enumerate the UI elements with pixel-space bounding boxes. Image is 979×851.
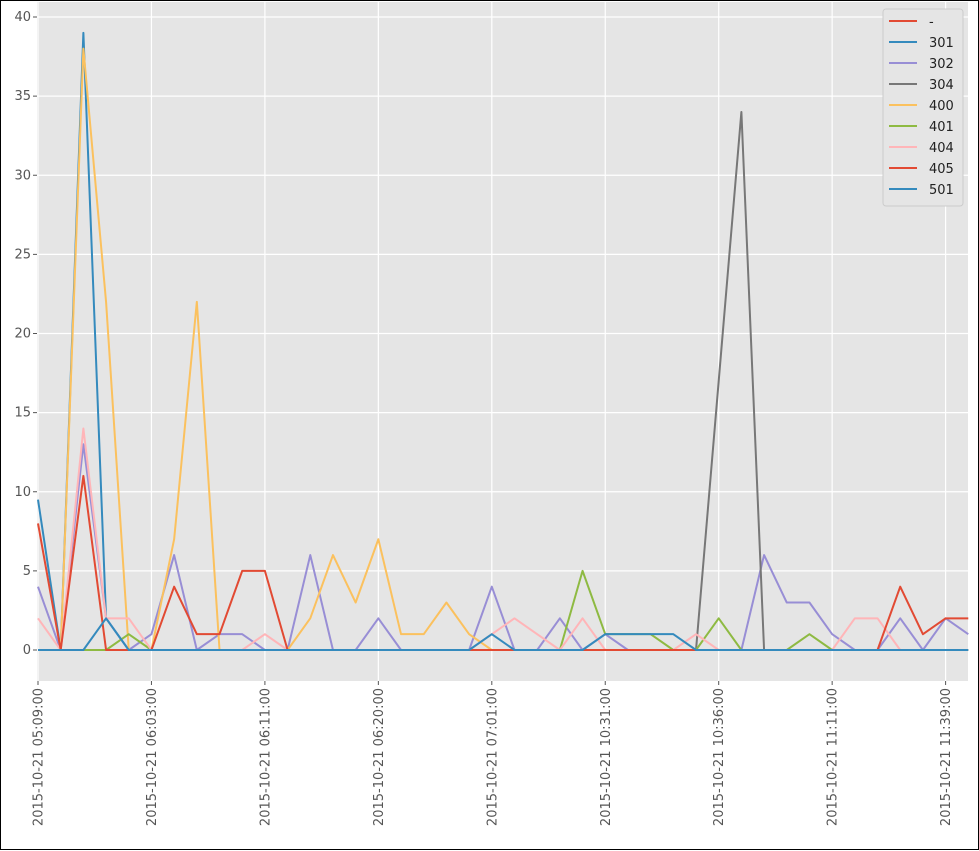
legend-label: - [929, 15, 934, 30]
legend-label: 501 [929, 183, 954, 198]
series-lines [37, 31, 969, 651]
legend-label: 405 [929, 162, 954, 177]
axes: 0 5 10 15 20 25 30 35 40 2015-10-21 05:09:00 2015-… [14, 10, 954, 826]
y-tick-label: 35 [14, 89, 31, 104]
y-tick-label: 25 [14, 247, 31, 262]
grid [37, 2, 968, 681]
y-tick-label: 20 [14, 327, 31, 342]
x-tick-label: 2015-10-21 10:36:00 [712, 688, 727, 826]
legend-label: 404 [929, 141, 954, 156]
y-tick-label: 40 [14, 10, 31, 25]
x-tick-label: 2015-10-21 06:11:00 [258, 688, 273, 826]
x-tick-label: 2015-10-21 10:31:00 [599, 688, 614, 826]
legend-box [882, 8, 964, 207]
legend-label: 304 [929, 78, 954, 93]
x-tick-label: 2015-10-21 11:11:00 [826, 688, 841, 826]
y-tick-label: 0 [23, 643, 31, 658]
legend-label: 400 [929, 99, 954, 114]
legend-label: 401 [929, 120, 954, 135]
x-tick-label: 2015-10-21 06:03:00 [145, 688, 160, 826]
x-tick-label: 2015-10-21 06:20:00 [372, 688, 387, 826]
plot-background [37, 2, 968, 681]
series-line-501 [38, 617, 969, 651]
y-tick-label: 5 [23, 564, 31, 579]
legend-label: 301 [929, 36, 954, 51]
x-tick-label: 2015-10-21 11:39:00 [939, 688, 954, 826]
series-line-302 [37, 443, 969, 651]
y-tick-label: 10 [14, 485, 31, 500]
x-tick-label: 2015-10-21 07:01:00 [485, 688, 500, 826]
y-tick-label: 15 [14, 406, 31, 421]
x-tick-label: 2015-10-21 05:09:00 [32, 688, 47, 826]
y-tick-label: 30 [14, 168, 31, 183]
legend-label: 302 [929, 57, 954, 72]
legend: - 301 302 304 400 401 404 405 501 [882, 8, 964, 207]
